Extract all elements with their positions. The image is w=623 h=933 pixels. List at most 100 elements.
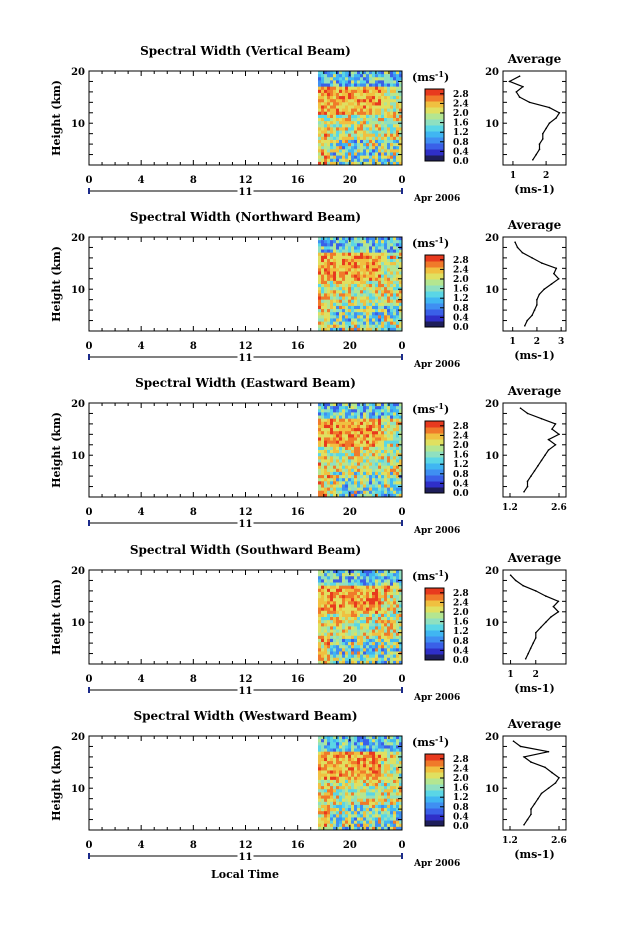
heatmap-cell (369, 595, 373, 599)
x-tick-label: 20 (343, 840, 357, 851)
heatmap-cell (381, 786, 385, 790)
heatmap-cell (345, 131, 349, 135)
colorbar-tick-label: 0.4 (453, 147, 469, 157)
heatmap-cell (360, 770, 364, 774)
heatmap-cell (345, 604, 349, 608)
heatmap-cell (360, 437, 364, 441)
heatmap-cell (381, 752, 385, 756)
heatmap-cell (357, 87, 361, 91)
heatmap-cell (381, 642, 385, 646)
heatmap-cell (351, 127, 355, 131)
heatmap-cell (354, 93, 358, 97)
heatmap-cell (327, 789, 331, 793)
heatmap-cell (357, 453, 361, 457)
heatmap-cell (390, 159, 394, 163)
heatmap-cell (354, 633, 358, 637)
heatmap-cell (345, 573, 349, 577)
heatmap-cell (330, 77, 334, 81)
heatmap-cell (366, 736, 370, 740)
heatmap-cell (393, 617, 397, 621)
heatmap-cell (345, 796, 349, 800)
average-point (558, 611, 560, 613)
heatmap-cell (333, 658, 337, 662)
heatmap-cell (384, 425, 388, 429)
heatmap-cell (363, 481, 367, 485)
average-point (551, 428, 553, 430)
heatmap-cell (330, 134, 334, 138)
heatmap-cell (381, 758, 385, 762)
heatmap-cell (357, 611, 361, 615)
heatmap-cell (390, 620, 394, 624)
heatmap-cell (390, 96, 394, 100)
heatmap-cell (360, 246, 364, 250)
heatmap-cell (357, 595, 361, 599)
heatmap-cell (366, 466, 370, 470)
heatmap-cell (360, 434, 364, 438)
heatmap-cell (372, 736, 376, 740)
heatmap-cell (324, 409, 328, 413)
heatmap-cell (345, 595, 349, 599)
heatmap-cell (360, 297, 364, 301)
heatmap-cell (330, 287, 334, 291)
heatmap-cell (390, 80, 394, 84)
heatmap-cell (363, 127, 367, 131)
heatmap-cell (342, 152, 346, 156)
heatmap-cell (393, 115, 397, 119)
heatmap-cell (333, 137, 337, 141)
heatmap-cell (357, 134, 361, 138)
heatmap-cell (375, 325, 379, 329)
heatmap-cell (375, 428, 379, 432)
heatmap-cell (345, 96, 349, 100)
heatmap-cell (354, 811, 358, 815)
heatmap-cell (387, 761, 391, 765)
heatmap-cell (378, 259, 382, 263)
heatmap-cell (393, 131, 397, 135)
heatmap-cell (372, 595, 376, 599)
heatmap-cell (333, 814, 337, 818)
heatmap-cell (348, 290, 352, 294)
heatmap-cell (396, 811, 400, 815)
heatmap-cell (369, 648, 373, 652)
heatmap-cell (381, 573, 385, 577)
heatmap-cell (336, 808, 340, 812)
heatmap-cell (384, 824, 388, 828)
heatmap-cell (360, 99, 364, 103)
heatmap-cell (336, 459, 340, 463)
heatmap-cell (324, 611, 328, 615)
heatmap-cell (390, 152, 394, 156)
heatmap-cell (324, 281, 328, 285)
heatmap-cell (333, 115, 337, 119)
heatmap-cell (354, 278, 358, 282)
heatmap-cell (318, 642, 322, 646)
heatmap-cell (339, 99, 343, 103)
heatmap-cell (372, 491, 376, 495)
heatmap-cell (351, 441, 355, 445)
heatmap-cell (393, 466, 397, 470)
heatmap-cell (378, 811, 382, 815)
heatmap-cell (327, 275, 331, 279)
heatmap-cell (354, 315, 358, 319)
heatmap-cell (354, 639, 358, 643)
heatmap-cell (357, 322, 361, 326)
heatmap-cell (378, 456, 382, 460)
heatmap-cell (330, 109, 334, 113)
heatmap-cell (384, 767, 388, 771)
heatmap-cell (393, 589, 397, 593)
heatmap-cell (321, 639, 325, 643)
heatmap-cell (381, 156, 385, 160)
heatmap-cell (324, 617, 328, 621)
heatmap-cell (336, 742, 340, 746)
heatmap-cell (363, 608, 367, 612)
heatmap-cell (321, 463, 325, 467)
heatmap-cell (345, 403, 349, 407)
heatmap-cell (360, 758, 364, 762)
heatmap-cell (345, 601, 349, 605)
heatmap-cell (333, 271, 337, 275)
heatmap-cell (387, 143, 391, 147)
heatmap-cell (351, 623, 355, 627)
heatmap-cell (330, 265, 334, 269)
heatmap-cell (369, 456, 373, 460)
heatmap-cell (354, 608, 358, 612)
average-y-tick-label: 10 (485, 451, 499, 462)
heatmap-cell (366, 777, 370, 781)
